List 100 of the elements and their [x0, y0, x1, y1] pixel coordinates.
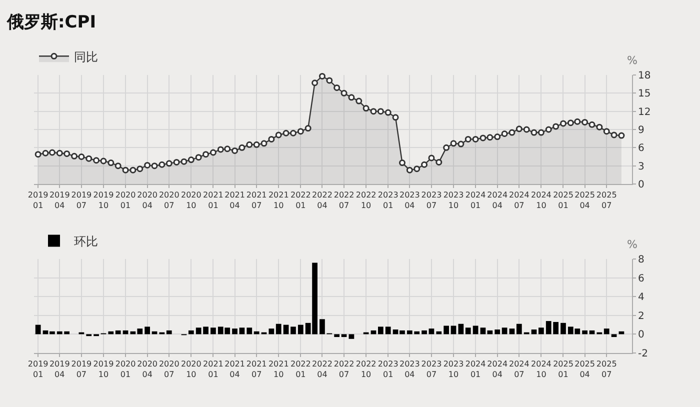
x-tick-label: 2021 07 — [246, 360, 267, 379]
x-tick-label: 2025 01 — [553, 360, 574, 379]
y-tick-label: 18 — [638, 70, 651, 82]
x-tick-label: 2021 10 — [268, 360, 289, 379]
y-tick-label: 4 — [638, 292, 644, 304]
x-tick-label: 2020 07 — [158, 360, 180, 379]
legend-label: 同比 — [74, 50, 98, 64]
bar — [246, 328, 252, 334]
bar — [210, 328, 216, 334]
bar — [422, 330, 427, 334]
x-tick-label: 2021 04 — [224, 360, 245, 379]
bar — [334, 334, 340, 338]
x-tick-label: 2021 07 — [246, 190, 267, 210]
bar — [582, 330, 588, 334]
x-tick-label: 2021 01 — [203, 190, 224, 210]
x-tick-label: 2023 10 — [443, 360, 464, 379]
bar — [188, 330, 194, 334]
chart-title: 俄罗斯:CPI — [6, 12, 96, 32]
y-tick-label: -2 — [638, 348, 648, 360]
x-tick-label: 2022 01 — [290, 360, 311, 379]
bar — [254, 331, 260, 334]
x-tick-label: 2024 10 — [531, 360, 552, 379]
bar — [239, 328, 245, 334]
bar — [472, 326, 478, 334]
x-tick-label: 2019 04 — [49, 360, 70, 379]
x-tick-label: 2020 01 — [115, 360, 136, 379]
bar — [428, 328, 434, 334]
bar — [444, 326, 450, 334]
y-tick-label: 9 — [638, 125, 644, 136]
bar — [276, 324, 282, 334]
x-tick-label: 2025 07 — [596, 360, 617, 379]
x-tick-label: 2019 10 — [93, 190, 114, 210]
x-tick-label: 2025 04 — [574, 190, 595, 210]
y-tick-label: 0 — [638, 330, 644, 341]
y-tick-label: 15 — [638, 88, 651, 100]
x-tick-label: 2022 04 — [312, 190, 332, 210]
x-tick-label: 2024 04 — [487, 360, 508, 379]
x-tick-label: 2019 01 — [28, 190, 48, 210]
bar — [494, 330, 500, 334]
x-tick-label: 2020 10 — [180, 190, 202, 210]
y-tick-label: 3 — [638, 161, 644, 172]
x-tick-label: 2019 10 — [93, 360, 114, 379]
bar — [341, 334, 347, 338]
bar — [436, 331, 442, 334]
x-tick-label: 2022 01 — [290, 190, 311, 210]
x-tick-label: 2020 10 — [180, 360, 202, 379]
x-tick-label: 2020 07 — [158, 190, 180, 210]
bar — [502, 328, 508, 334]
x-tick-label: 2023 01 — [378, 360, 398, 379]
bar — [538, 328, 544, 334]
x-tick-label: 2021 04 — [224, 190, 245, 210]
bar — [458, 324, 464, 334]
bar — [560, 322, 566, 334]
x-tick-label: 2023 01 — [378, 190, 398, 210]
bar — [465, 328, 471, 334]
x-tick-label: 2021 10 — [268, 190, 289, 210]
x-tick-label: 2023 04 — [399, 190, 420, 210]
y-tick-label: 6 — [638, 273, 644, 284]
bar — [378, 326, 384, 334]
x-tick-label: 2022 04 — [312, 360, 332, 379]
y-axis-title: % — [627, 238, 638, 251]
x-tick-label: 2019 04 — [49, 190, 70, 210]
x-tick-label: 2020 01 — [115, 190, 136, 210]
bar — [604, 328, 610, 334]
x-tick-label: 2019 07 — [71, 190, 92, 210]
x-tick-label: 2022 10 — [356, 360, 376, 379]
bar — [450, 326, 456, 334]
bar — [509, 328, 515, 334]
bar — [516, 324, 522, 334]
bar — [166, 330, 172, 334]
y-tick-label: 12 — [638, 106, 651, 118]
legend-label: 环比 — [74, 234, 98, 248]
x-tick-label: 2024 07 — [508, 190, 530, 210]
x-tick-label: 2019 01 — [28, 360, 48, 379]
x-tick-label: 2024 04 — [487, 190, 508, 210]
x-tick-label: 2024 01 — [465, 360, 486, 379]
x-tick-label: 2020 04 — [137, 360, 158, 379]
x-tick-label: 2024 10 — [531, 190, 552, 210]
x-tick-label: 2023 07 — [421, 190, 442, 210]
bar — [348, 334, 354, 339]
bar — [385, 326, 391, 334]
x-tick-label: 2024 07 — [508, 360, 530, 379]
y-axis-title: % — [627, 54, 638, 67]
x-tick-label: 2020 04 — [137, 190, 158, 210]
x-tick-label: 2023 04 — [399, 360, 420, 379]
bar — [144, 326, 150, 334]
y-tick-label: 2 — [638, 310, 644, 322]
x-tick-label: 2019 07 — [71, 360, 92, 379]
y-tick-label: 8 — [638, 254, 644, 266]
y-tick-label: 6 — [638, 143, 644, 154]
bar — [35, 324, 41, 334]
x-tick-label: 2025 07 — [596, 190, 617, 210]
y-tick-label: 0 — [638, 180, 644, 190]
bar — [290, 326, 296, 334]
bar — [298, 324, 304, 334]
bar — [268, 328, 274, 334]
x-tick-label: 2025 01 — [553, 190, 574, 210]
bar — [108, 331, 114, 334]
x-tick-label: 2022 10 — [356, 190, 376, 210]
x-tick-label: 2022 07 — [334, 190, 354, 210]
